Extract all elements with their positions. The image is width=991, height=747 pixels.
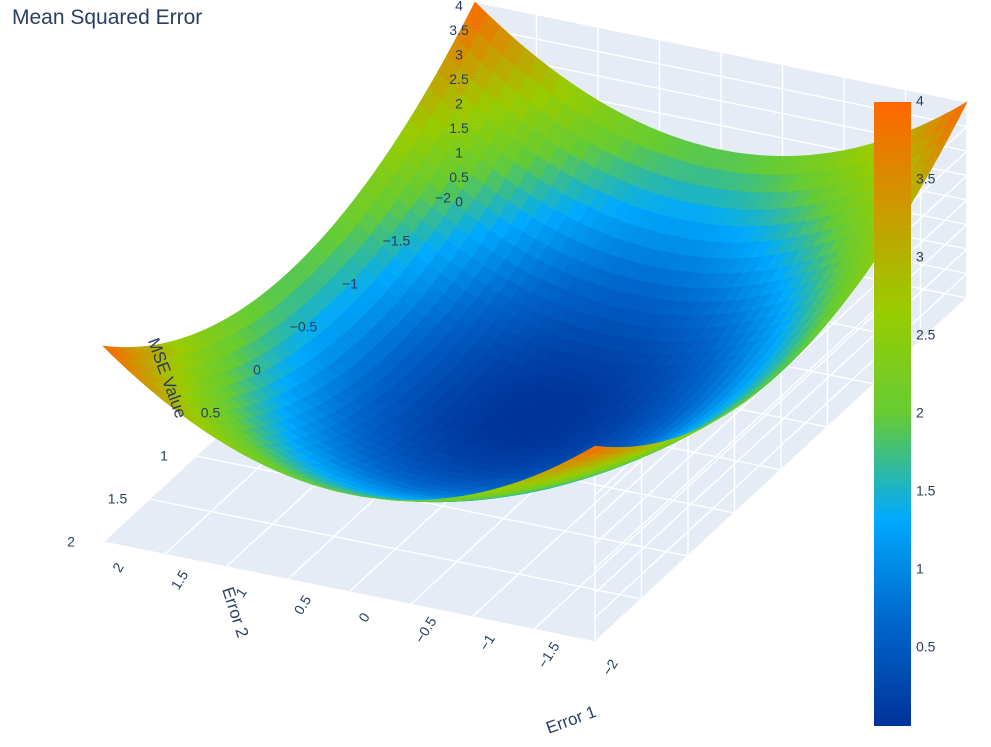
y-axis-ticks: −2 −1.5 −1 −0.5 0 0.5 1 1.5 2 [67,190,451,550]
z-tick-label: 1 [455,145,463,161]
z-tick-label: 2 [455,96,463,112]
z-tick-label: 2.5 [449,71,469,87]
colorbar-tick-label: 2 [916,405,924,421]
y-tick-label: −0.5 [290,319,318,335]
colorbar-tick-label: 1.5 [916,483,936,499]
z-tick-label: 0.5 [449,169,469,185]
x-tick-label: −1.5 [534,639,562,671]
z-tick-label: 0 [455,194,463,210]
colorbar-tick-label: 0.5 [916,639,936,655]
y-tick-label: 0.5 [201,405,221,421]
x-tick-label: 0 [355,610,373,625]
gridline [149,498,642,600]
z-axis-ticks: 0 0.5 1 1.5 2 2.5 3 3.5 4 [449,0,469,210]
colorbar-tick-label: 3 [916,249,924,265]
y-tick-label: 1 [160,448,168,464]
y-tick-label: −1.5 [383,233,411,249]
x-tick-label: −1 [476,631,498,653]
y-tick-label: 1.5 [108,491,128,507]
y-tick-label: 2 [67,534,75,550]
y-tick-label: −2 [435,190,451,206]
colorbar-tick-label: 2.5 [916,327,936,343]
colorbar-tick-label: 1 [916,561,924,577]
gridline [474,1,968,103]
surface-cell [581,445,606,455]
surface-cell [102,345,126,360]
x-tick-label: 2 [109,560,127,575]
y-tick-label: −1 [342,276,358,292]
gridline [102,541,596,643]
surface-cell [944,101,968,128]
colorbar-tick-label: 4 [916,93,924,109]
gridline [195,455,689,557]
colorbar-gradient [874,102,911,726]
colorbar: 4 3.5 3 2.5 2 1.5 1 0.5 [874,93,936,726]
colorbar-ticks: 4 3.5 3 2.5 2 1.5 1 0.5 [916,93,936,655]
chart-title: Mean Squared Error [12,6,203,29]
x-tick-label: −2 [599,656,621,678]
x-tick-label: −0.5 [411,614,439,646]
surface-cell [465,1,488,33]
mse-surface[interactable] [102,1,968,503]
colorbar-tick-label: 3.5 [916,171,936,187]
y-tick-label: 0 [253,362,261,378]
z-tick-label: 1.5 [449,120,469,136]
x-axis-title: Error 1 [543,702,598,738]
z-tick-label: 3.5 [449,22,469,38]
z-tick-label: 3 [455,47,463,63]
x-tick-label: 1.5 [167,567,191,592]
z-tick-label: 4 [455,0,463,14]
x-tick-label: 0.5 [290,592,314,617]
